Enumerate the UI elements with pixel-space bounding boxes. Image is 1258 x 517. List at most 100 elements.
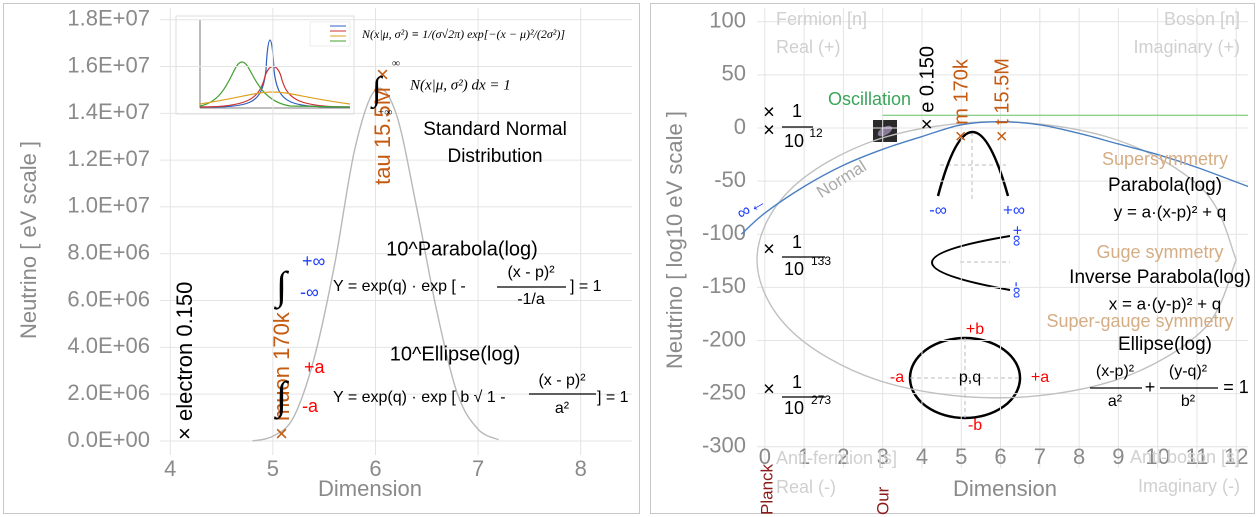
- diagrams: [908, 131, 1022, 420]
- annotation: Real (-): [776, 477, 836, 497]
- x-axis-label: Dimension: [318, 476, 422, 501]
- annotation: 10: [784, 131, 804, 151]
- x-axis-label: Dimension: [953, 476, 1057, 501]
- annotation: -1/a: [517, 291, 545, 308]
- x-tick-label: 9: [1112, 444, 1124, 469]
- annotation: -∞: [1008, 282, 1025, 299]
- x-tick-label: 7: [472, 456, 484, 481]
- y-tick-label: 4.0E+06: [67, 333, 150, 358]
- x-tick-label: 8: [575, 456, 587, 481]
- annotation: -∞: [929, 200, 947, 219]
- annotation: 273: [811, 393, 831, 407]
- annotation: ∞: [392, 58, 400, 70]
- annotation: y = a·(x-p)² + q: [1114, 202, 1226, 221]
- y-tick-label: 1.6E+07: [67, 52, 150, 77]
- annotation: Anti-fermion [s]: [776, 448, 897, 468]
- annotation: Oscillation: [828, 89, 911, 109]
- annotation: Parabola(log): [1108, 175, 1222, 196]
- y-tick-label: 1.0E+07: [67, 193, 150, 218]
- y-tick-label: -300: [702, 433, 746, 458]
- annotation: Imaginary (+): [1133, 37, 1240, 57]
- annotation: × e 0.150: [916, 46, 938, 130]
- annotation: Y = exp(q) · exp [ b √ 1 -: [333, 389, 506, 406]
- y-tick-label: 1.2E+07: [67, 146, 150, 171]
- annotation: -a: [302, 396, 319, 416]
- annotation: +: [1145, 377, 1156, 397]
- annotation: (x - p)²: [538, 372, 586, 389]
- annotation: = 1: [1223, 377, 1249, 397]
- annotation: +a: [1031, 369, 1049, 386]
- annotation: Inverse Parabola(log): [1069, 267, 1251, 288]
- annotation: b²: [1181, 393, 1196, 410]
- annotation: Super-gauge symmetry: [1046, 311, 1233, 331]
- x-tick-label: 7: [1034, 444, 1046, 469]
- x-tick-label: 12: [1224, 444, 1248, 469]
- y-tick-label: 100: [709, 8, 746, 33]
- annotation: (y-q)²: [1169, 363, 1208, 380]
- annotation: a²: [1108, 393, 1123, 410]
- y-tick-label: -150: [702, 273, 746, 298]
- y-axis-label: Neutrino [ eV scale ]: [16, 141, 41, 339]
- annotation: Y = exp(q) · exp [ -: [333, 278, 466, 295]
- annotation: -a: [890, 369, 904, 386]
- annotation: ] = 1: [597, 389, 629, 406]
- y-tick-label: 0: [734, 114, 746, 139]
- annotation: ] = 1: [570, 278, 602, 295]
- annotation: 10: [784, 398, 804, 418]
- annotation: ×: [763, 238, 775, 260]
- x-tick-label: 3: [877, 444, 889, 469]
- y-axis-label: Neutrino [ log10 eV scale ]: [662, 111, 687, 369]
- annotation: 1: [792, 372, 802, 392]
- annotation: 12: [809, 126, 823, 140]
- annotation: +∞: [302, 251, 326, 271]
- annotation: +∞: [1008, 226, 1025, 247]
- x-tick-label: 11: [1186, 444, 1209, 469]
- x-tick-label: 6: [994, 444, 1006, 469]
- annotation: (x - p)²: [507, 264, 555, 281]
- annotation: ×: [763, 119, 775, 141]
- y-tick-label: -100: [702, 220, 746, 245]
- annotation: +a: [304, 357, 326, 377]
- x-tick-label: 2: [837, 444, 849, 469]
- annotation: Anti-boson [s]: [1130, 447, 1240, 467]
- y-tick-label: -50: [714, 167, 746, 192]
- y-tick-label: 2.0E+06: [67, 380, 150, 405]
- y-tick-label: 8.0E+06: [67, 240, 150, 265]
- annotation: 133: [811, 254, 831, 268]
- x-tick-label: 4: [164, 456, 176, 481]
- annotation: ×: [763, 101, 775, 123]
- annotation: ∫: [273, 373, 290, 420]
- annotation: 1: [792, 101, 802, 121]
- x-tick-label: 8: [1073, 444, 1085, 469]
- annotation: Supersymmetry: [1102, 149, 1228, 169]
- x-tick-label: 10: [1145, 444, 1169, 469]
- annotation: × t 15.5M: [991, 58, 1013, 142]
- x-tick-label: 5: [955, 444, 967, 469]
- series-line: [756, 120, 1237, 399]
- annotation: × m 170k: [950, 58, 972, 142]
- annotation: Standard Normal: [423, 119, 567, 140]
- x-tick-label: 0: [759, 444, 771, 469]
- annotation: Imaginary (-): [1138, 476, 1240, 496]
- annotation: N(x|μ, σ²) dx = 1: [409, 77, 511, 93]
- annotation: Real (+): [776, 37, 841, 57]
- y-tick-label: 50: [722, 61, 746, 86]
- annotation: a²: [555, 400, 570, 417]
- annotation: N(x|μ, σ²) ≡ 1/(σ√2π) exp[−(x − μ)²/(2σ²…: [361, 27, 565, 41]
- y-tick-label: 6.0E+06: [67, 286, 150, 311]
- inset-plot: [175, 15, 355, 115]
- annotation: 10^Ellipse(log): [390, 343, 521, 365]
- y-tick-label: 1.4E+07: [67, 99, 150, 124]
- x-tick-label: 1: [798, 444, 810, 469]
- annotation: Guge symmetry: [1096, 242, 1223, 262]
- right-panel: [650, 3, 1255, 514]
- y-tick-label: -200: [702, 326, 746, 351]
- annotation: × muon 170k: [269, 311, 294, 440]
- annotation: ×: [763, 378, 775, 400]
- annotation: 1: [792, 232, 802, 252]
- annotation: +b: [966, 321, 984, 338]
- annotation: tau 15.5M ×: [370, 68, 395, 185]
- annotation: -b: [968, 417, 982, 434]
- annotation: +∞: [1003, 200, 1025, 219]
- x-tick-label: 6: [369, 456, 381, 481]
